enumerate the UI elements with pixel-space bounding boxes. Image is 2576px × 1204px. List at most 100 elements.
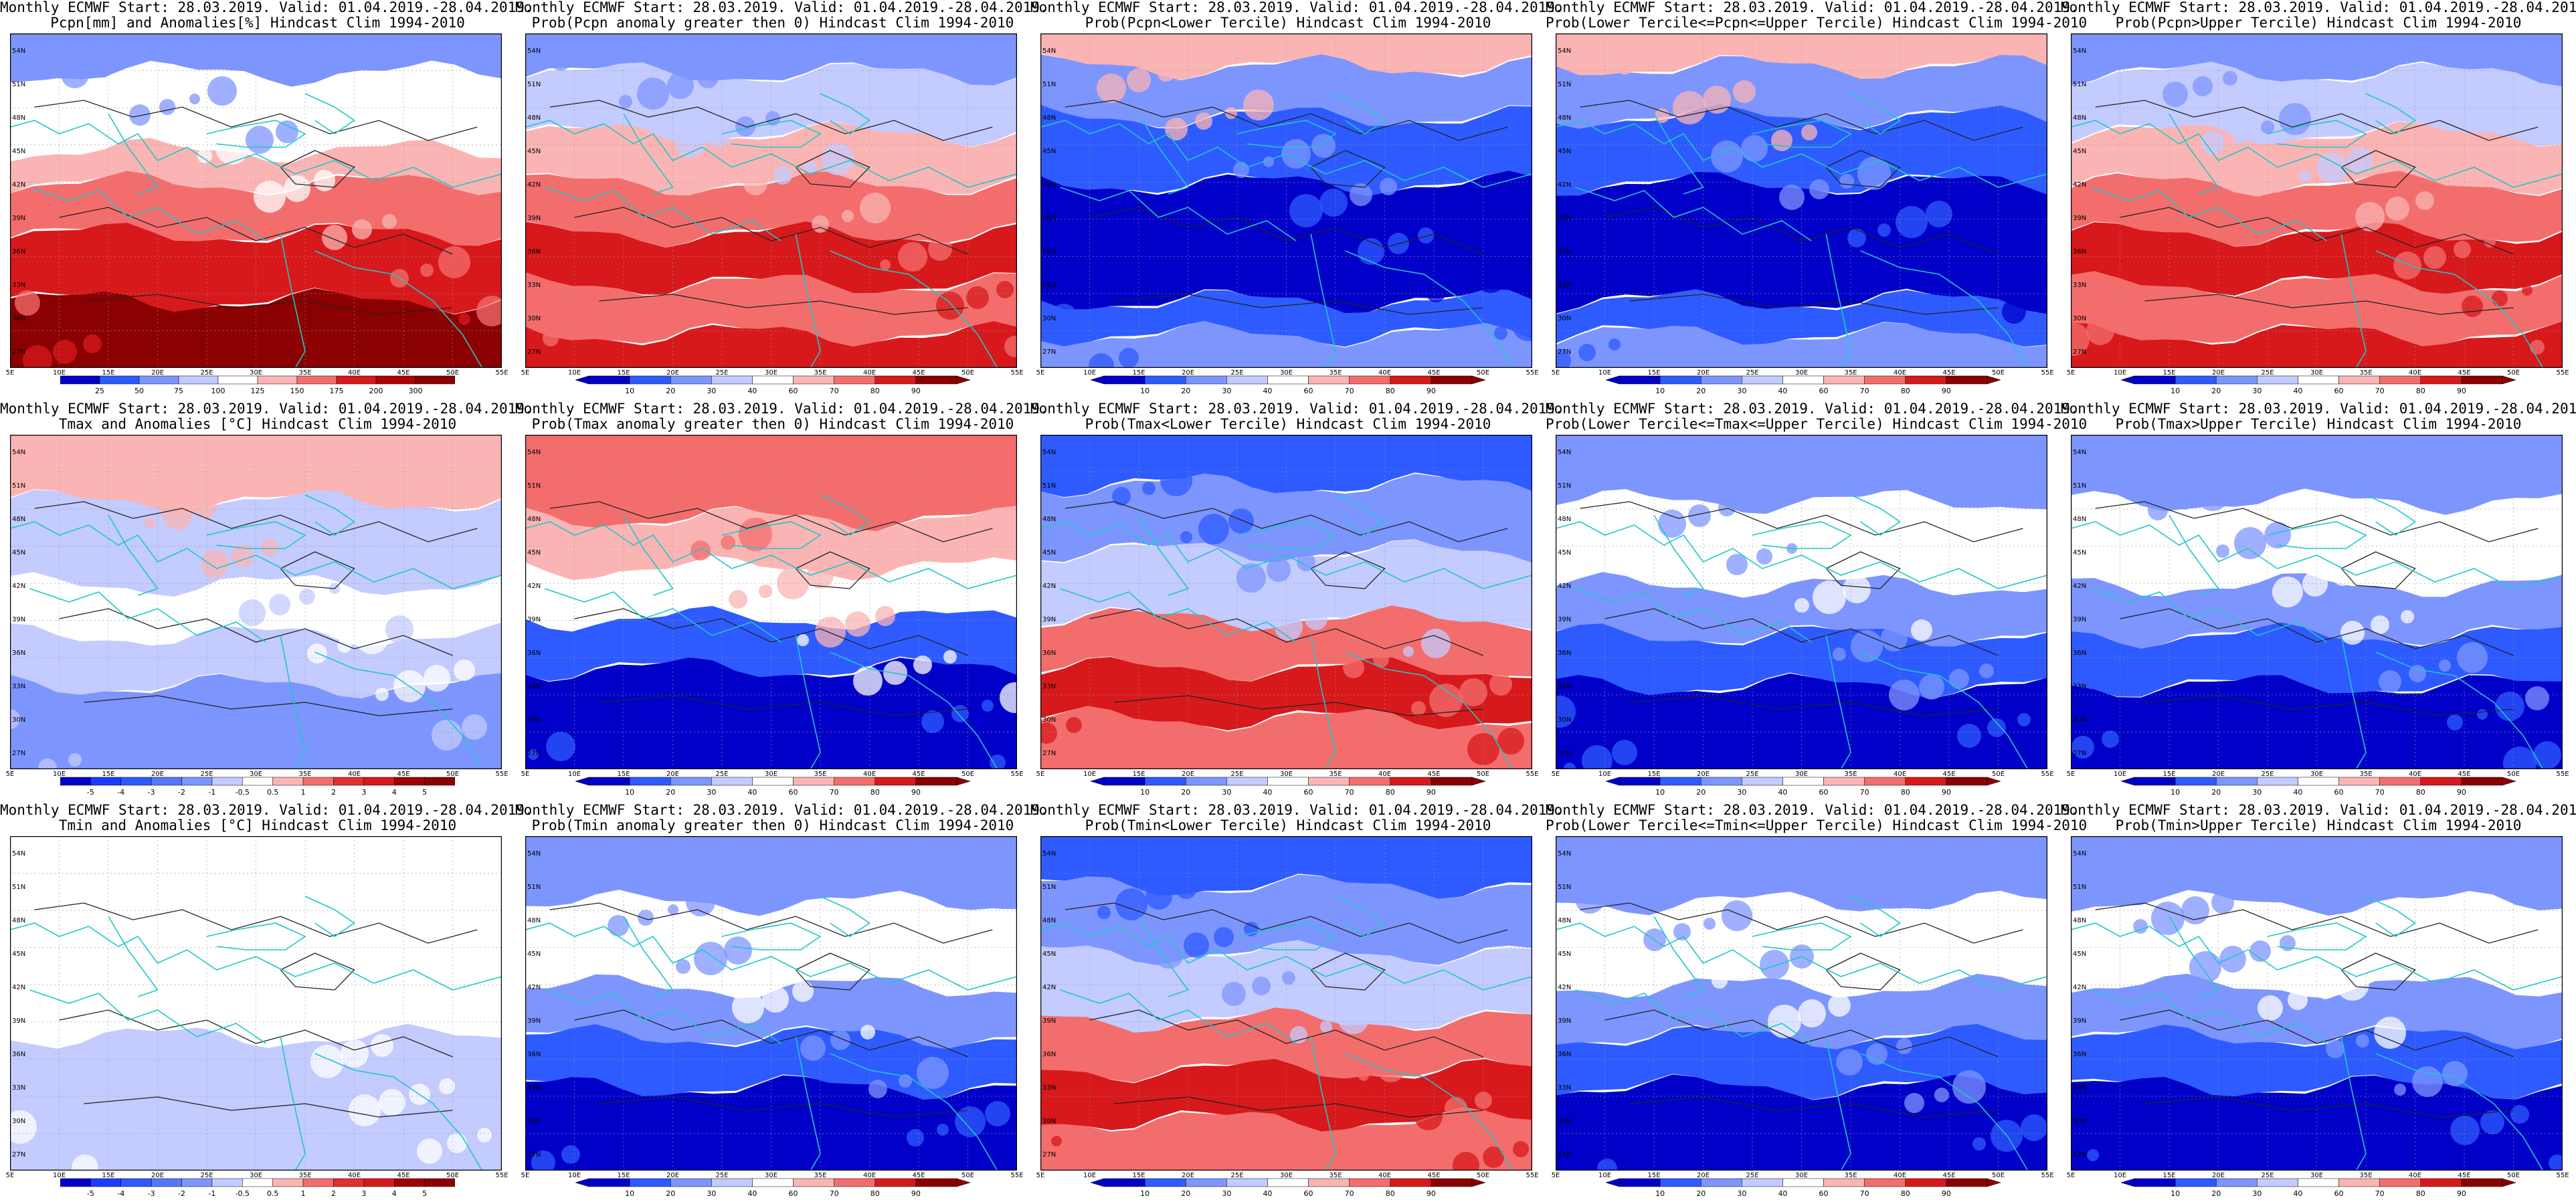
lon-tick-label: 5E (521, 1172, 530, 1179)
lat-tick-label: 39N (2073, 1017, 2086, 1025)
colorbar-swatch (2379, 375, 2421, 385)
coastline (304, 93, 355, 134)
colorbar-tick-label: 10 (1655, 1189, 1665, 1198)
coastline (1060, 187, 1297, 241)
lon-tick-label: 25E (200, 369, 213, 377)
probability-field (1040, 321, 1532, 368)
field-patch (1127, 68, 1151, 92)
panel-title-line2: Prob(Lower Tercile<=Tmax<=Upper Tercile)… (1546, 416, 2088, 432)
field-patch (1184, 932, 1209, 958)
colorbar-swatch (211, 1178, 243, 1187)
forecast-map: 27N 30N 33N 36N 39N 42N 45N 48N 51N 54N (10, 435, 502, 769)
lat-tick-label: 33N (2073, 683, 2086, 690)
colorbar-swatch (1431, 1178, 1473, 1187)
colorbar-swatch (2379, 1178, 2421, 1187)
field-patch (1964, 250, 1989, 276)
lon-axis: 5E 10E 15E 20E 25E 30E 35E 40E 45E 50E 55E (2067, 1172, 2569, 1180)
map-panel: Monthly ECMWF Start: 28.03.2019. Valid: … (1030, 803, 1564, 1204)
field-patch (1798, 999, 1826, 1027)
probability-field (2071, 435, 2563, 515)
field-patch (985, 1101, 1010, 1126)
field-patch (337, 638, 352, 653)
field-patch (2374, 1017, 2406, 1049)
field-patch (1733, 80, 1756, 103)
lat-tick-label: 39N (2073, 616, 2086, 623)
colorbar-tick-label: 40 (2293, 387, 2302, 395)
colorbar-tick-label: 60 (1819, 387, 1829, 395)
lat-tick-label: 36N (527, 1051, 541, 1058)
field-patch (1513, 1141, 1529, 1157)
colorbar-swatch (752, 777, 794, 786)
lon-tick-label: 50E (2506, 369, 2520, 377)
lon-tick-label: 30E (764, 1172, 778, 1179)
lat-tick-label: 42N (2073, 984, 2086, 991)
field-patch (1916, 273, 1928, 285)
lat-tick-label: 51N (1042, 482, 1056, 490)
lon-tick-label: 35E (814, 771, 827, 778)
colorbar-swatch (120, 1178, 152, 1187)
field-patch (1097, 74, 1126, 103)
colorbar-tick-label: 175 (330, 387, 344, 395)
probability-field (1556, 836, 2047, 916)
colorbar-tick-label: 30 (1222, 788, 1231, 797)
lon-tick-label: 50E (446, 369, 460, 377)
field-patch (1881, 625, 1908, 651)
colorbar-swatch (1308, 777, 1350, 786)
lat-tick-label: 54N (527, 47, 541, 55)
coastline (1752, 120, 1852, 148)
lon-tick-label: 40E (347, 1172, 361, 1179)
lat-tick-label: 36N (2073, 1051, 2086, 1058)
colorbar-swatch (1144, 777, 1186, 786)
field-patch (2011, 852, 2023, 864)
panel-title: Monthly ECMWF Start: 28.03.2019. Valid: … (1030, 0, 1564, 31)
lon-tick-label: 50E (2506, 1172, 2520, 1179)
colorbar-tick-label: 70 (2375, 1189, 2385, 1198)
field-patch (1722, 900, 1752, 931)
field-patch (1267, 558, 1291, 582)
field-patch (1813, 581, 1846, 614)
field-patch (1157, 63, 1176, 82)
coastline (623, 916, 674, 997)
lat-tick-label: 45N (527, 549, 541, 557)
panel-title-line1: Monthly ECMWF Start: 28.03.2019. Valid: … (1030, 401, 1564, 417)
field-patch (1934, 1088, 1949, 1102)
field-patch (239, 599, 266, 626)
lon-tick-label: 25E (1230, 771, 1244, 778)
lon-tick-label: 40E (2408, 771, 2422, 778)
field-patch (1521, 862, 1532, 882)
lat-tick-label: 54N (12, 850, 25, 858)
lat-tick-label: 33N (527, 282, 541, 289)
colorbar-tick-label: 10 (1140, 387, 1149, 395)
field-patch (2002, 300, 2026, 324)
colorbar-swatch (2338, 1178, 2380, 1187)
colorbar: 10 20 30 40 60 70 80 90 (2120, 375, 2516, 399)
field-patch (314, 170, 335, 191)
field-patch (815, 617, 846, 647)
colorbar-swatch (120, 777, 152, 786)
lon-axis: 5E 10E 15E 20E 25E 30E 35E 40E 45E 50E 55E (2067, 771, 2569, 779)
lat-tick-label: 48N (2073, 917, 2086, 924)
field-patch (1712, 973, 1728, 989)
colorbar-swatch (793, 777, 834, 786)
lon-tick-label: 10E (2113, 369, 2127, 377)
lon-tick-label: 15E (617, 1172, 630, 1179)
field-patch (2318, 985, 2332, 999)
lon-tick-label: 15E (617, 369, 630, 377)
lat-tick-label: 39N (1042, 215, 1056, 222)
field-patch (302, 990, 332, 1019)
lon-tick-label: 50E (961, 771, 975, 778)
lon-tick-label: 45E (1942, 1172, 1956, 1179)
colorbar-tick-label: 2 (331, 1189, 336, 1198)
colorbar-swatch (60, 777, 91, 786)
lat-tick-label: 54N (527, 449, 541, 456)
colorbar-tick-label: 60 (789, 788, 798, 797)
lon-tick-label: 15E (2163, 369, 2176, 377)
contour-line (1825, 952, 1901, 991)
colorbar-swatch (151, 1178, 182, 1187)
field-patch (23, 843, 37, 856)
colorbar-swatch (588, 375, 630, 385)
field-patch (842, 210, 854, 222)
lat-tick-label: 51N (1558, 884, 1571, 891)
probability-field (2071, 271, 2563, 348)
field-patch (2379, 670, 2401, 693)
